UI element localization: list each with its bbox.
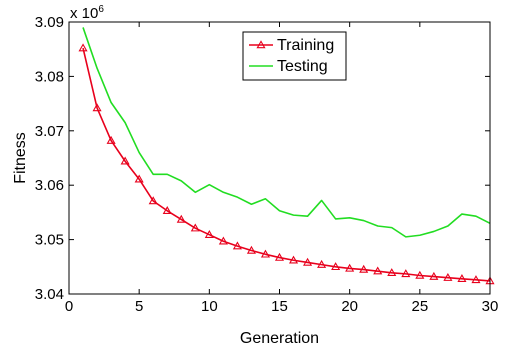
- y-axis-label: Fitness: [12, 132, 29, 184]
- data-point-training: [387, 268, 397, 277]
- data-point-training: [373, 266, 383, 275]
- legend-box: [242, 31, 347, 81]
- data-point-training: [429, 271, 439, 280]
- data-point-training: [106, 135, 116, 144]
- data-point-training: [162, 206, 172, 215]
- data-point-training: [303, 257, 313, 266]
- y-scale-exponent-label: x 106: [70, 4, 104, 22]
- series-layer: [78, 27, 495, 285]
- y-scale-superscript: 6: [98, 4, 104, 15]
- data-point-training: [148, 196, 158, 205]
- data-point-training: [190, 223, 200, 232]
- y-tick-label: 3.08: [35, 68, 64, 85]
- labels-layer: Generation Fitness x 106: [12, 4, 319, 347]
- data-point-training: [92, 103, 102, 112]
- y-tick-label: 3.04: [35, 286, 64, 303]
- y-tick-label: 3.06: [35, 177, 64, 194]
- x-axis-label: Generation: [240, 330, 319, 347]
- legend: Training Testing: [242, 31, 347, 81]
- data-point-training: [78, 43, 88, 52]
- x-tick-label: 25: [411, 298, 428, 315]
- legend-label-testing: Testing: [277, 58, 328, 75]
- x-tick-label: 30: [482, 298, 499, 315]
- legend-label-training: Training: [277, 37, 334, 54]
- data-point-training: [457, 274, 467, 283]
- x-tick-label: 5: [135, 298, 143, 315]
- data-point-training: [260, 249, 271, 258]
- data-point-training: [232, 241, 242, 250]
- data-point-training: [331, 262, 341, 271]
- data-point-training: [120, 156, 130, 165]
- data-point-training: [274, 252, 285, 261]
- series-line-testing: [82, 27, 491, 238]
- axes-layer: 0 5 10 15 20 25 30 3.04 3.05 3.06 3.07 3.08 3.09: [35, 14, 499, 315]
- x-tick-label: 0: [65, 298, 73, 315]
- data-point-training: [134, 174, 144, 183]
- y-tick-label: 3.05: [35, 232, 64, 249]
- y-tick-label: 3.09: [35, 14, 64, 31]
- data-point-training: [401, 269, 411, 278]
- x-tick-label: 10: [201, 298, 218, 315]
- data-point-training: [246, 245, 256, 254]
- data-point-training: [218, 236, 228, 245]
- y-scale-base: x 10: [70, 5, 98, 22]
- data-point-training: [288, 255, 299, 264]
- data-point-training: [415, 270, 425, 279]
- x-tick-label: 15: [271, 298, 288, 315]
- data-point-training: [471, 275, 481, 284]
- x-tick-label: 20: [341, 298, 358, 315]
- y-tick-label: 3.07: [35, 123, 64, 140]
- data-point-training: [176, 214, 186, 223]
- data-point-training: [345, 263, 355, 272]
- data-point-training: [317, 259, 327, 268]
- data-point-training: [204, 229, 214, 238]
- legend-marker-training: [256, 40, 266, 49]
- data-point-training: [443, 272, 453, 281]
- data-point-training: [359, 264, 369, 273]
